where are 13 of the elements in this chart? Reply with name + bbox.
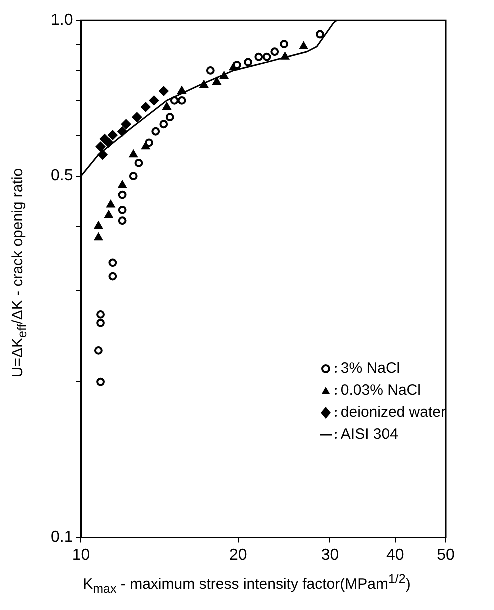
legend-label: AISI 304 — [340, 425, 398, 445]
x-axis-title: K$_{max}$ - maximum stress intensity factor(MPam$^{1/2}$) — [82, 572, 412, 596]
x-tick-label: 20 — [229, 546, 248, 564]
x-tick-label: 50 — [437, 546, 455, 564]
y-tick-label: 0.1 — [50, 529, 74, 546]
x-tick-label: 10 — [72, 546, 90, 564]
x-tick-label: 40 — [386, 546, 404, 564]
x-tick-label: 30 — [321, 546, 340, 564]
y-tick-label: 1.0 — [50, 12, 74, 30]
legend-label: 3% NaCl — [340, 359, 400, 379]
legend-label: 0.03% NaCl — [340, 381, 421, 401]
y-tick-label: 0.5 — [50, 168, 74, 185]
legend-label: deionized water — [340, 403, 446, 423]
